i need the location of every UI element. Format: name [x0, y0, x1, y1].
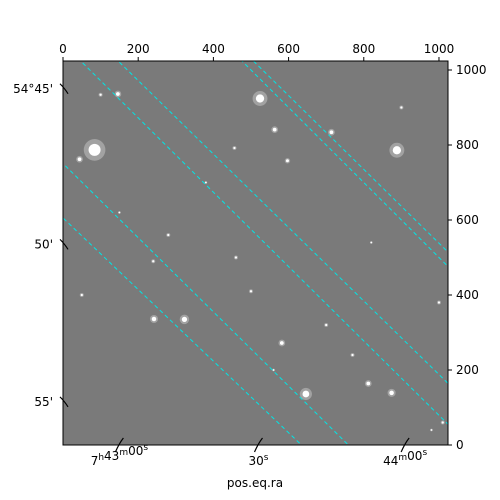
dec-grid-line — [63, 217, 303, 445]
ra-tick-label: 30s — [249, 453, 269, 468]
star — [285, 159, 289, 163]
ra-tick-label: 7h43m00s — [91, 443, 149, 468]
star — [233, 146, 236, 150]
plot-background — [63, 61, 448, 445]
star — [392, 146, 402, 155]
ra-grid-line — [117, 61, 448, 385]
pixel-x-axis-top: 0 200 400 600 800 1000 — [59, 42, 454, 61]
dec-tick-mark — [59, 83, 69, 95]
dec-tick-label: 50' — [34, 237, 53, 251]
pixel-y-axis-right: 0 200 400 600 800 1000 — [448, 63, 487, 452]
x-axis-title: pos.eq.ra — [227, 476, 283, 490]
star — [441, 421, 444, 424]
dec-grid-line — [241, 61, 448, 268]
ra-grid-line — [63, 162, 350, 445]
star — [366, 381, 371, 386]
star — [272, 369, 275, 371]
star — [430, 429, 433, 431]
ra-tick-mark — [253, 437, 263, 453]
star — [437, 301, 441, 304]
y-tick-label: 800 — [456, 138, 479, 152]
star — [118, 211, 121, 214]
x-tick-label: 200 — [127, 42, 150, 56]
star — [181, 316, 188, 323]
star — [152, 260, 155, 263]
dec-tick-label: 54°45' — [13, 82, 53, 96]
star — [77, 157, 82, 162]
y-tick-label: 600 — [456, 213, 479, 227]
star — [329, 130, 334, 135]
ra-tick-mark — [400, 437, 410, 453]
star — [80, 293, 83, 297]
y-tick-label: 400 — [456, 288, 479, 302]
star — [302, 390, 310, 398]
x-tick-label: 0 — [59, 42, 67, 56]
y-tick-label: 0 — [456, 438, 464, 452]
dec-tick-mark — [59, 396, 69, 408]
ra-tick-mark — [114, 437, 124, 453]
star — [389, 390, 394, 396]
ra-grid-line — [252, 61, 448, 253]
star — [88, 143, 101, 156]
star — [99, 93, 102, 96]
dec-tick-label: 55' — [34, 395, 53, 409]
star — [279, 341, 284, 345]
stars-layer — [76, 90, 445, 432]
star — [351, 353, 354, 357]
dec-grid-line — [79, 61, 448, 425]
x-tick-label: 800 — [352, 42, 375, 56]
y-tick-label: 1000 — [456, 63, 487, 77]
star — [400, 106, 403, 109]
x-tick-label: 400 — [202, 42, 225, 56]
star — [204, 181, 207, 184]
dec-axis-left: 54°45' 50' 55' — [13, 82, 69, 409]
ra-tick-label: 44m00s — [383, 448, 427, 468]
y-tick-label: 200 — [456, 363, 479, 377]
star — [167, 233, 170, 237]
star — [249, 290, 253, 293]
star — [325, 323, 328, 327]
star — [255, 94, 265, 103]
plot-frame — [62, 60, 449, 446]
x-tick-label: 1000 — [424, 42, 455, 56]
x-tick-label: 600 — [277, 42, 300, 56]
star — [272, 127, 277, 132]
dec-tick-mark — [59, 238, 69, 250]
star — [151, 316, 157, 322]
star — [370, 241, 373, 244]
star — [234, 256, 238, 259]
star — [116, 92, 120, 96]
ra-axis-bottom: 7h43m00s 30s 44m00s — [91, 437, 427, 468]
coordinate-grid — [63, 61, 448, 445]
